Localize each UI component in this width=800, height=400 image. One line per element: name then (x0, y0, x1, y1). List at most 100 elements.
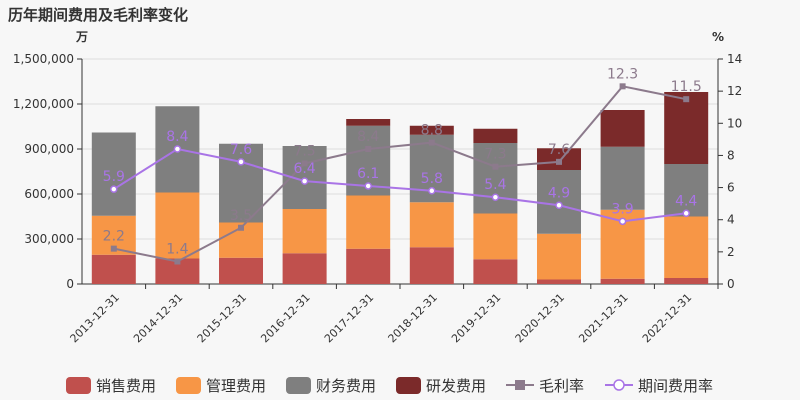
legend-swatch (396, 377, 421, 394)
data-label: 8.4 (357, 129, 379, 145)
bar-segment (282, 209, 327, 254)
legend-item[interactable]: 财务费用 (286, 377, 376, 395)
bar-segment (473, 128, 518, 143)
legend-marker (515, 380, 525, 390)
bar-segment (664, 92, 709, 164)
data-label: 2.2 (103, 229, 125, 245)
x-tick-label: 2021-12-31 (576, 291, 630, 345)
y-left-tick-label: 900,000 (24, 142, 74, 156)
line-marker (491, 193, 500, 201)
data-label: 3.5 (230, 208, 252, 224)
legend-item[interactable]: 研发费用 (396, 377, 486, 395)
legend-item[interactable]: 销售费用 (66, 377, 156, 395)
line-marker (110, 245, 117, 252)
bar-segment (219, 257, 263, 284)
y-left-tick-label: 600,000 (24, 187, 74, 201)
line-marker (173, 145, 182, 153)
x-tick-label: 2016-12-31 (258, 291, 312, 345)
line-marker (619, 83, 626, 90)
chart-title: 历年期间费用及毛利率变化 (8, 6, 189, 24)
line-path (113, 147, 687, 223)
bar-segment (473, 259, 518, 284)
bar-segment (409, 247, 454, 284)
y-right-tick-label: 6 (727, 181, 735, 195)
bar-segment (346, 248, 391, 284)
data-label: 3.9 (611, 201, 633, 217)
bar-segment (155, 192, 200, 259)
y-left-tick-label: 0 (66, 277, 74, 291)
bar-segment (409, 202, 454, 248)
data-label: 8.4 (166, 129, 188, 145)
legend-swatch (66, 377, 91, 394)
y-left-tick-label: 1,200,000 (13, 97, 74, 111)
legend-label: 毛利率 (539, 377, 584, 395)
legend-item[interactable]: 期间费用率 (605, 377, 713, 395)
legend[interactable]: 销售费用 管理费用 财务费用 研发费用 毛利率 期间费用率 (66, 377, 713, 395)
legend-label: 管理费用 (206, 377, 266, 395)
data-label: 7.6 (230, 142, 252, 158)
line-marker (555, 201, 563, 209)
legend-label: 期间费用率 (638, 377, 713, 395)
bar-segment (473, 143, 518, 214)
bar-segment (346, 119, 391, 126)
data-label: 1.4 (166, 242, 188, 258)
line-marker (301, 160, 308, 167)
x-tick-label: 2022-12-31 (640, 291, 694, 345)
legend-swatch (176, 377, 201, 394)
line-marker (428, 139, 435, 146)
data-label: 6.4 (293, 161, 315, 177)
line-marker (428, 187, 436, 195)
data-label: 7.3 (484, 147, 506, 163)
line-marker (300, 177, 309, 185)
legend-label: 销售费用 (96, 377, 156, 395)
legend-item[interactable]: 管理费用 (176, 377, 266, 395)
legend-swatch (286, 377, 311, 394)
data-label: 12.3 (607, 66, 638, 82)
line-series (110, 83, 690, 265)
bar-segment (91, 254, 136, 284)
y-right-tick-label: 12 (727, 84, 742, 98)
line-marker (365, 146, 372, 152)
x-tick-label: 2020-12-31 (513, 291, 567, 345)
legend-item[interactable]: 毛利率 (506, 377, 584, 395)
legend-label: 研发费用 (426, 377, 486, 395)
bar-segment (537, 233, 581, 280)
y-right-tick-label: 10 (727, 116, 742, 130)
x-tick-label: 2013-12-31 (68, 291, 122, 345)
bar-segment (664, 216, 709, 278)
y-right-tick-label: 14 (727, 52, 742, 66)
bar-segment (664, 164, 709, 217)
line-marker (364, 182, 372, 190)
bar-segment (600, 278, 645, 284)
x-tick-label: 2015-12-31 (195, 291, 249, 345)
bar-segment (664, 278, 709, 284)
line-marker (174, 258, 181, 265)
y-right-tick-label: 0 (727, 277, 735, 291)
line-marker (237, 158, 245, 166)
bars (91, 92, 709, 284)
data-label: 5.8 (421, 171, 443, 187)
legend-label: 财务费用 (316, 377, 376, 395)
bar-segment (91, 132, 136, 216)
data-label: 6.1 (357, 166, 379, 182)
y-right-tick-label: 2 (727, 245, 735, 259)
line-marker (110, 185, 118, 193)
bar-segment (473, 213, 518, 260)
x-tick-label: 2014-12-31 (131, 291, 185, 345)
line-path (113, 85, 687, 263)
y-right-tick-label: 8 (727, 148, 735, 162)
data-label: 11.5 (671, 79, 702, 95)
line-marker (556, 158, 562, 165)
bar-segment (409, 125, 454, 135)
line-marker (238, 224, 244, 231)
data-label: 7.6 (548, 142, 570, 158)
bar-segment (346, 195, 391, 249)
bar-segment (600, 146, 645, 210)
data-label: 4.9 (548, 185, 570, 201)
y-left-tick-label: 300,000 (24, 232, 74, 246)
x-tick-label: 2019-12-31 (449, 291, 503, 345)
line-marker (683, 96, 690, 103)
x-tick-label: 2017-12-31 (322, 291, 376, 345)
data-labels: 2.2 1.4 3.5 7.5 8.4 8.8 7.3 7.6 12.3 11.5 5.9 8.4 7.… (103, 66, 702, 257)
